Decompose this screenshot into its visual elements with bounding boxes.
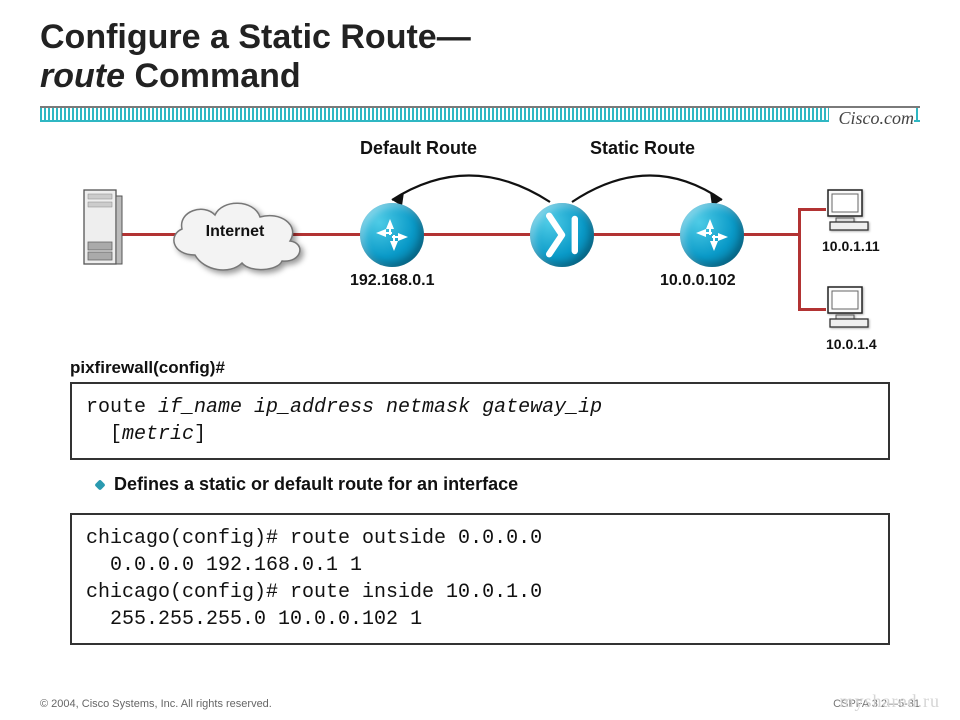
pc2-ip: 10.0.1.4 <box>826 336 877 352</box>
divider-band: Cisco.com <box>40 106 920 134</box>
router2-ip: 10.0.0.102 <box>660 272 736 290</box>
link-firewall-router2 <box>590 233 685 236</box>
router2-icon <box>680 203 744 267</box>
router1-icon <box>360 203 424 267</box>
router1-ip: 192.168.0.1 <box>350 272 435 290</box>
prompt-label: pixfirewall(config)# <box>70 358 920 378</box>
link-router1-firewall <box>420 233 535 236</box>
syntax-line2-close: ] <box>194 423 206 446</box>
network-diagram: Default Route Static Route <box>40 138 920 358</box>
title-command-name: route <box>40 57 125 95</box>
syntax-metric: metric <box>122 423 194 446</box>
label-static-route: Static Route <box>590 138 695 159</box>
label-default-route: Default Route <box>360 138 477 159</box>
syntax-box: route if_name ip_address netmask gateway… <box>70 382 890 460</box>
watermark: myshared.ru <box>840 691 940 712</box>
syntax-prefix: route <box>86 396 158 419</box>
pc1-ip: 10.0.1.11 <box>822 238 880 254</box>
internet-cloud: Internet <box>160 193 310 273</box>
cisco-brand-text: Cisco.com <box>829 108 915 129</box>
link-router2-junction <box>740 233 800 236</box>
footer-copyright: © 2004, Cisco Systems, Inc. All rights r… <box>40 698 272 710</box>
title-rest: Command <box>125 57 301 95</box>
slide-title-line2: route Command <box>40 57 920 96</box>
bullet-text: Defines a static or default route for an… <box>114 474 518 495</box>
pc2-icon <box>822 283 878 331</box>
syntax-line2-indent: [ <box>86 423 122 446</box>
firewall-icon <box>530 203 594 267</box>
slide-title-line1: Configure a Static Route— <box>40 18 920 57</box>
example-box: chicago(config)# route outside 0.0.0.0 0… <box>70 513 890 645</box>
pc1-icon <box>822 186 878 234</box>
footer: © 2004, Cisco Systems, Inc. All rights r… <box>40 698 920 710</box>
server-icon <box>80 188 124 272</box>
bullet-row: Defines a static or default route for an… <box>96 474 920 495</box>
syntax-args: if_name ip_address netmask gateway_ip <box>158 396 602 419</box>
cloud-label: Internet <box>160 223 310 241</box>
link-vertical <box>798 210 801 310</box>
bullet-icon <box>94 479 105 490</box>
